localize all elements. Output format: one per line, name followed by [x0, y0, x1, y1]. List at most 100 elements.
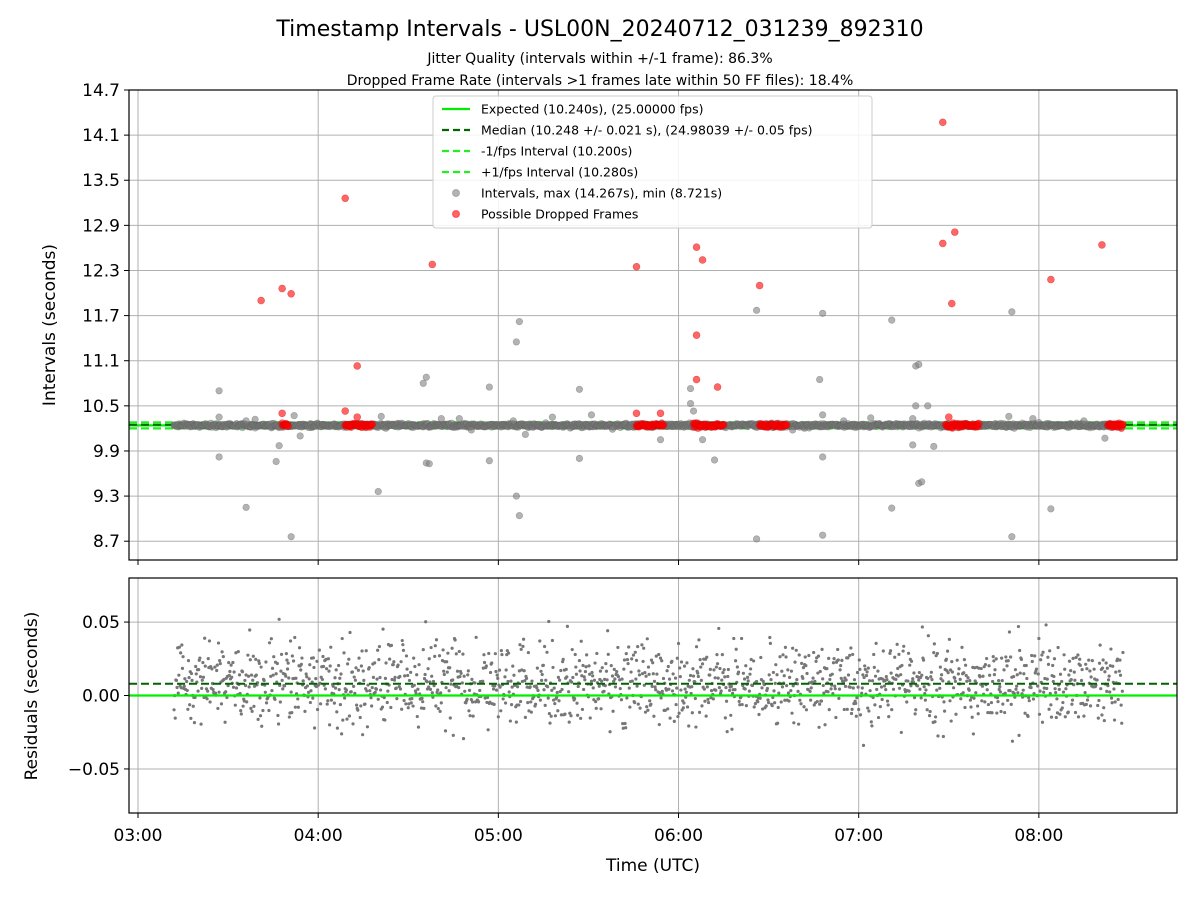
residual-point	[326, 699, 330, 703]
residual-point	[962, 671, 966, 675]
residual-point	[327, 669, 331, 673]
interval-outlier-point	[515, 318, 523, 326]
residual-point	[335, 710, 339, 714]
residual-point	[186, 707, 190, 711]
residual-point	[776, 705, 780, 710]
dropped-frame-point	[692, 243, 701, 251]
residual-point	[439, 701, 443, 705]
dropped-frame-point	[692, 331, 701, 339]
residual-point	[437, 654, 442, 658]
residual-point	[711, 697, 715, 701]
residual-point	[959, 697, 963, 701]
residual-point	[787, 699, 791, 703]
residual-point	[714, 665, 718, 669]
residual-point	[886, 703, 890, 707]
residual-point	[718, 666, 722, 671]
residual-point	[325, 702, 329, 706]
residual-point	[293, 635, 297, 640]
residual-point	[309, 689, 313, 693]
residual-point	[227, 660, 231, 665]
residual-point	[867, 709, 871, 713]
residual-point	[352, 684, 356, 688]
residual-point	[451, 678, 455, 682]
residual-point	[866, 666, 870, 670]
residual-point	[1070, 698, 1075, 702]
residual-point	[699, 678, 703, 682]
residual-point	[690, 711, 694, 715]
residual-point	[416, 725, 421, 729]
residual-point	[335, 726, 339, 730]
residual-point	[522, 669, 526, 673]
residual-point	[588, 716, 592, 720]
residual-point	[1054, 691, 1058, 695]
residual-point	[1111, 664, 1115, 668]
residual-point	[865, 670, 869, 674]
residual-point	[829, 687, 833, 691]
interval-outlier-point	[296, 432, 304, 440]
legend-label: Median (10.248 +/- 0.021 s), (24.98039 +…	[481, 123, 812, 138]
residual-point	[1108, 690, 1112, 694]
residual-point	[705, 655, 709, 659]
residual-point	[1102, 706, 1106, 710]
residual-point	[521, 644, 525, 648]
residual-point	[247, 685, 251, 689]
residual-point	[808, 689, 812, 693]
residual-point	[966, 676, 970, 680]
residual-point	[565, 624, 570, 629]
residual-point	[180, 643, 184, 647]
intervals-points	[170, 118, 1127, 543]
residual-point	[246, 653, 250, 657]
residual-point	[649, 702, 653, 706]
residual-point	[781, 653, 785, 657]
x-tick-label: 08:00	[1014, 826, 1063, 846]
residual-point	[504, 668, 508, 672]
residual-point	[427, 657, 431, 661]
residual-point	[854, 701, 858, 706]
residual-point	[665, 669, 669, 673]
interval-outlier-point	[455, 415, 463, 423]
interval-outlier-point	[242, 417, 250, 425]
residual-point	[618, 686, 622, 691]
residual-point	[381, 627, 385, 631]
residual-point	[927, 714, 932, 718]
residual-point	[876, 669, 880, 673]
residual-point	[593, 661, 597, 665]
interval-outlier-point	[215, 453, 223, 461]
residual-point	[239, 712, 243, 716]
residual-point	[431, 679, 436, 684]
residual-point	[942, 700, 946, 704]
residual-point	[811, 676, 815, 680]
residual-point	[575, 701, 579, 705]
residual-point	[879, 685, 884, 689]
dropped-frame-point	[1047, 275, 1055, 284]
residual-point	[1045, 686, 1049, 691]
residual-point	[368, 689, 372, 693]
residual-point	[1025, 676, 1029, 681]
residual-point	[594, 700, 598, 704]
residual-point	[358, 715, 362, 720]
residual-point	[989, 700, 994, 705]
residual-point	[493, 652, 497, 656]
residual-point	[337, 663, 341, 668]
residual-point	[499, 709, 503, 713]
residual-point	[850, 707, 854, 711]
residual-point	[412, 656, 416, 660]
residual-point	[858, 713, 863, 717]
residual-point	[311, 696, 315, 700]
interval-outlier-point	[512, 338, 520, 346]
dropped-frame-point	[975, 419, 983, 428]
residual-point	[388, 657, 392, 661]
residual-point	[837, 696, 841, 700]
residual-point	[748, 672, 752, 676]
residual-point	[1114, 670, 1118, 674]
residual-point	[831, 661, 836, 665]
residual-point	[378, 675, 382, 680]
residual-point	[270, 689, 274, 693]
residual-point	[971, 732, 976, 736]
residual-point	[970, 715, 974, 719]
residual-point	[757, 712, 761, 717]
residual-point	[673, 676, 678, 680]
residual-point	[434, 638, 439, 642]
residual-point	[443, 729, 448, 733]
residual-point	[876, 715, 881, 720]
